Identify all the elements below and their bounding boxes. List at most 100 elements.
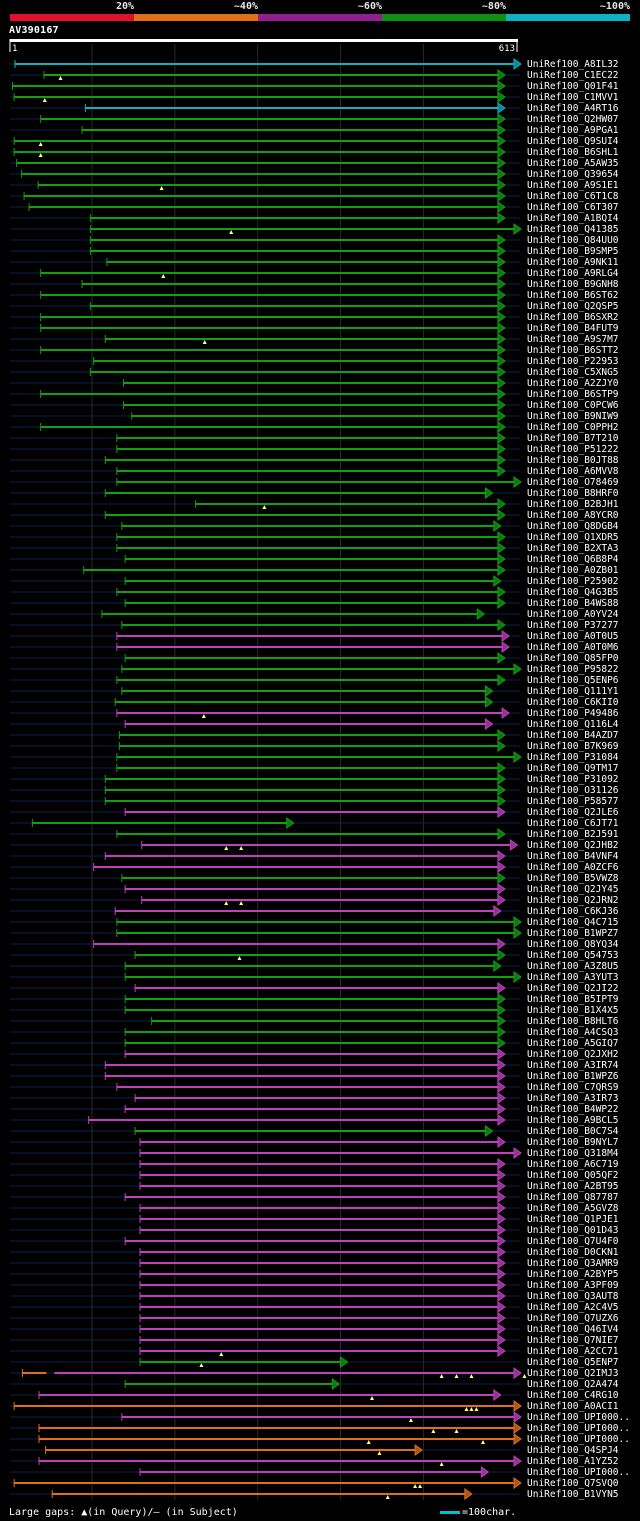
hit-label[interactable]: UniRef100_A3IR73 — [527, 1093, 619, 1104]
hit-row[interactable]: UniRef100_B5IPT9 — [10, 993, 619, 1005]
hit-label[interactable]: UniRef100_A2C4V5 — [527, 1302, 619, 1313]
hit-label[interactable]: UniRef100_B6SHL1 — [527, 147, 619, 158]
hit-label[interactable]: UniRef100_B4FUT9 — [527, 323, 619, 334]
hit-row[interactable]: UniRef100_A5GVZ8 — [10, 1202, 619, 1214]
hit-label[interactable]: UniRef100_A0YV24 — [527, 609, 619, 620]
hit-row[interactable]: UniRef100_Q2QSP5 — [10, 300, 619, 312]
hit-label[interactable]: UniRef100_P31084 — [527, 752, 619, 763]
hit-row[interactable]: UniRef100_C6JT71 — [10, 817, 619, 829]
hit-row[interactable]: UniRef100_Q5ENP6 — [10, 674, 619, 686]
hit-row[interactable]: UniRef100_B8HRF0 — [10, 487, 619, 499]
hit-label[interactable]: UniRef100_A9S1E1 — [527, 180, 619, 191]
hit-row[interactable]: UniRef100_Q1XDR5 — [10, 531, 619, 543]
hit-row[interactable]: UniRef100_P95822 — [10, 663, 619, 675]
hit-row[interactable]: UniRef100_A0T0U5 — [10, 630, 619, 642]
hit-row[interactable]: UniRef100_A5AW35 — [10, 157, 619, 169]
hit-label[interactable]: UniRef100_Q05QF2 — [527, 1170, 619, 1181]
hit-label[interactable]: UniRef100_UPI000.. — [527, 1467, 630, 1478]
hit-row[interactable]: UniRef100_A2ZJY0 — [10, 377, 619, 389]
hit-label[interactable]: UniRef100_A6MVV8 — [527, 466, 619, 477]
hit-row[interactable]: UniRef100_C6KII0 — [10, 696, 619, 708]
hit-row[interactable]: UniRef100_P22953 — [10, 355, 619, 367]
hit-row[interactable]: UniRef100_B6STP9 — [10, 388, 619, 400]
hit-row[interactable]: UniRef100_Q54753 — [10, 949, 619, 961]
hit-row[interactable]: UniRef100_B1VYN5 — [10, 1488, 619, 1500]
hit-row[interactable]: UniRef100_P31084 — [10, 751, 619, 763]
hit-label[interactable]: UniRef100_Q39654 — [527, 169, 619, 180]
hit-label[interactable]: UniRef100_Q2JY45 — [527, 884, 619, 895]
hit-row[interactable]: UniRef100_Q7NIE7 — [10, 1334, 619, 1346]
hit-row[interactable]: UniRef100_Q8DGB4 — [10, 520, 619, 532]
hit-label[interactable]: UniRef100_A9RLG4 — [527, 268, 619, 279]
hit-label[interactable]: UniRef100_A4RT16 — [527, 103, 619, 114]
hit-row[interactable]: UniRef100_B2J591 — [10, 828, 619, 840]
hit-label[interactable]: UniRef100_B1X4X5 — [527, 1005, 619, 1016]
hit-label[interactable]: UniRef100_A9NK11 — [527, 257, 619, 268]
hit-row[interactable]: UniRef100_Q01D43 — [10, 1224, 619, 1236]
hit-row[interactable]: UniRef100_A6MVV8 — [10, 465, 619, 477]
hit-row[interactable]: UniRef100_Q9SUI4 — [10, 135, 619, 147]
hit-label[interactable]: UniRef100_Q6B8P4 — [527, 554, 619, 565]
hit-label[interactable]: UniRef100_Q2JLE6 — [527, 807, 619, 818]
hit-label[interactable]: UniRef100_Q5ENP7 — [527, 1357, 619, 1368]
hit-row[interactable]: UniRef100_A9BCL5 — [10, 1114, 619, 1126]
hit-label[interactable]: UniRef100_Q54753 — [527, 950, 619, 961]
hit-row[interactable]: UniRef100_B9SMP5 — [10, 245, 619, 257]
hit-row[interactable]: UniRef100_B4WS88 — [10, 597, 619, 609]
hit-row[interactable]: UniRef100_Q2JLE6 — [10, 806, 619, 818]
hit-label[interactable]: UniRef100_C6KJ36 — [527, 906, 619, 917]
hit-label[interactable]: UniRef100_B6ST62 — [527, 290, 619, 301]
hit-label[interactable]: UniRef100_Q3AMR9 — [527, 1258, 619, 1269]
hit-label[interactable]: UniRef100_A5AW35 — [527, 158, 619, 169]
hit-label[interactable]: UniRef100_A3YUT3 — [527, 972, 619, 983]
hit-row[interactable]: UniRef100_Q4G3B5 — [10, 586, 619, 598]
hit-label[interactable]: UniRef100_B4AZD7 — [527, 730, 619, 741]
hit-row[interactable]: UniRef100_Q3AMR9 — [10, 1257, 619, 1269]
hit-row[interactable]: UniRef100_Q2HW07 — [10, 113, 619, 125]
hit-label[interactable]: UniRef100_B4WP22 — [527, 1104, 619, 1115]
hit-label[interactable]: UniRef100_Q5ENP6 — [527, 675, 619, 686]
hit-row[interactable]: UniRef100_B9NYL7 — [10, 1136, 619, 1148]
hit-row[interactable]: UniRef100_UPI000.. — [10, 1466, 630, 1478]
hit-row[interactable]: UniRef100_Q7U4F0 — [10, 1235, 619, 1247]
hit-row[interactable]: UniRef100_P31092 — [10, 773, 619, 785]
hit-row[interactable]: UniRef100_B1WPZ6 — [10, 1070, 619, 1082]
hit-label[interactable]: UniRef100_Q7NIE7 — [527, 1335, 619, 1346]
hit-label[interactable]: UniRef100_B5IPT9 — [527, 994, 619, 1005]
hit-row[interactable]: UniRef100_A0ACI1 — [10, 1400, 619, 1412]
hit-label[interactable]: UniRef100_P31092 — [527, 774, 619, 785]
hit-label[interactable]: UniRef100_A0ACI1 — [527, 1401, 619, 1412]
hit-row[interactable]: UniRef100_A3YUT3 — [10, 971, 619, 983]
hit-label[interactable]: UniRef100_A4CSQ3 — [527, 1027, 619, 1038]
hit-row[interactable]: UniRef100_B4FUT9 — [10, 322, 619, 334]
hit-row[interactable]: UniRef100_B0C7S4 — [10, 1125, 619, 1137]
hit-row[interactable]: UniRef100_Q2JXH2 — [10, 1048, 619, 1060]
hit-label[interactable]: UniRef100_A3IR74 — [527, 1060, 619, 1071]
hit-row[interactable]: UniRef100_A2BYP5 — [10, 1268, 619, 1280]
hit-row[interactable]: UniRef100_A9RLG4 — [10, 267, 619, 279]
hit-row[interactable]: UniRef100_Q2A474 — [10, 1378, 619, 1390]
hit-row[interactable]: UniRef100_UPI000.. — [10, 1433, 630, 1445]
hit-label[interactable]: UniRef100_A6C719 — [527, 1159, 619, 1170]
hit-row[interactable]: UniRef100_C1EC22 — [10, 69, 619, 81]
hit-row[interactable]: UniRef100_B1X4X5 — [10, 1004, 619, 1016]
hit-row[interactable]: UniRef100_Q2IMJ3 — [10, 1367, 619, 1379]
hit-row[interactable]: UniRef100_Q05QF2 — [10, 1169, 619, 1181]
hit-row[interactable]: UniRef100_B6SHL1 — [10, 146, 619, 158]
hit-row[interactable]: UniRef100_A0T0M6 — [10, 641, 619, 653]
hit-row[interactable]: UniRef100_B1WPZ7 — [10, 927, 619, 939]
hit-label[interactable]: UniRef100_A2CC71 — [527, 1346, 619, 1357]
hit-label[interactable]: UniRef100_B2J591 — [527, 829, 619, 840]
hit-label[interactable]: UniRef100_C5XNG5 — [527, 367, 619, 378]
hit-label[interactable]: UniRef100_B5VWZ8 — [527, 873, 619, 884]
hit-row[interactable]: UniRef100_A4CSQ3 — [10, 1026, 619, 1038]
hit-row[interactable]: UniRef100_A0YV24 — [10, 608, 619, 620]
hit-row[interactable]: UniRef100_P58577 — [10, 795, 619, 807]
hit-row[interactable]: UniRef100_A4RT16 — [10, 102, 619, 114]
hit-row[interactable]: UniRef100_B6ST62 — [10, 289, 619, 301]
hit-label[interactable]: UniRef100_A5GIQ7 — [527, 1038, 619, 1049]
hit-label[interactable]: UniRef100_C6JT71 — [527, 818, 619, 829]
hit-row[interactable]: UniRef100_Q84UU0 — [10, 234, 619, 246]
hit-label[interactable]: UniRef100_P49486 — [527, 708, 619, 719]
hit-label[interactable]: UniRef100_Q01F41 — [527, 81, 619, 92]
